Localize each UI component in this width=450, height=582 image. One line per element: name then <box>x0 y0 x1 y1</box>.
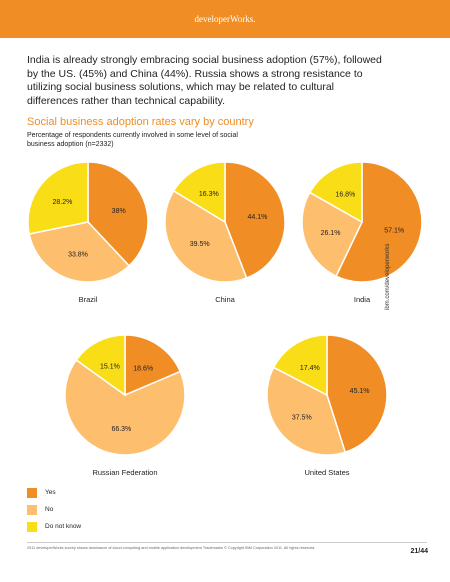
pie-country-label: United States <box>304 468 349 477</box>
pie-slice <box>87 161 149 267</box>
slice-data-label: 26.1% <box>321 230 341 237</box>
side-url: ibm.com/developerworks <box>385 243 391 310</box>
header-bar: developerWorks. <box>0 0 450 38</box>
legend-swatch <box>27 504 37 515</box>
slice-data-label: 16.8% <box>335 191 355 198</box>
footer-rule <box>27 542 427 543</box>
slice-data-label: 18.6% <box>133 365 153 372</box>
footer-note: 2011 developerWorks survey shows dominan… <box>27 546 316 550</box>
pie-slice <box>224 161 286 279</box>
chart-subtitle: Percentage of respondents currently invo… <box>27 132 238 148</box>
pie-slice <box>335 161 423 283</box>
pie-slice <box>172 161 226 224</box>
pie-country-label: India <box>354 295 371 304</box>
page-number: 21/44 <box>410 548 428 555</box>
pie-slice <box>27 161 89 235</box>
legend-swatch <box>27 521 37 532</box>
pie-slice <box>164 189 248 283</box>
slice-data-label: 38% <box>112 208 126 215</box>
legend-item-yes: Yes <box>27 484 81 501</box>
slice-data-label: 17.4% <box>300 365 320 372</box>
legend-item-do-not-know: Do not know <box>27 518 81 535</box>
slice-data-label: 33.8% <box>68 251 88 258</box>
legend-swatch <box>27 487 37 498</box>
legend-label: Do not know <box>45 523 82 530</box>
slice-data-label: 28.2% <box>53 199 73 206</box>
pie-slice <box>75 334 126 397</box>
slice-data-label: 37.5% <box>292 414 312 421</box>
legend: Yes No Do not know <box>27 484 81 535</box>
legend-label: Yes <box>45 489 56 496</box>
slice-data-label: 45.1% <box>350 388 370 395</box>
pie-slice <box>28 221 131 283</box>
pie-country-label: China <box>215 295 235 304</box>
pie-country-label: Russian Federation <box>92 468 157 477</box>
pie-slice <box>64 358 186 456</box>
pie-country-label: Brazil <box>79 295 98 304</box>
legend-label: No <box>45 506 54 513</box>
pie-slice <box>308 161 363 224</box>
slice-data-label: 44.1% <box>248 214 268 221</box>
pie-slice <box>326 334 388 454</box>
slice-data-label: 39.5% <box>190 241 210 248</box>
slice-data-label: 66.3% <box>111 426 131 433</box>
intro-paragraph: India is already strongly embracing soci… <box>27 54 382 107</box>
pie-slice <box>124 334 182 397</box>
brand-logo: developerWorks. <box>194 14 256 24</box>
chart-title: Social business adoption rates vary by c… <box>27 116 254 128</box>
pie-slice <box>272 334 328 397</box>
slice-data-label: 15.1% <box>100 364 120 371</box>
slice-data-label: 16.3% <box>199 191 219 198</box>
pie-slice <box>266 366 347 456</box>
pie-slice <box>301 191 363 278</box>
slice-data-label: 57.1% <box>384 227 404 234</box>
legend-item-no: No <box>27 501 81 518</box>
